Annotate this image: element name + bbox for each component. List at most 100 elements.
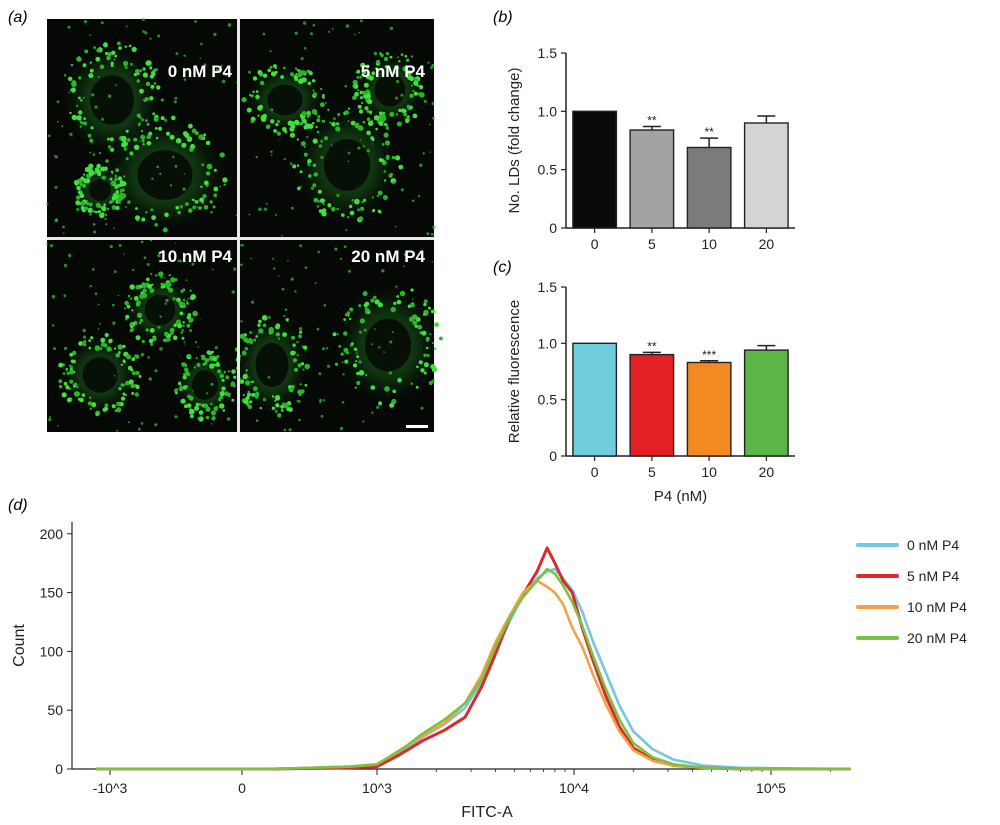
x-tick-label: 0 [591,236,599,252]
lipid-droplet-dot [390,306,396,313]
lipid-droplet-dot [88,346,92,350]
background-speckle [325,101,327,104]
background-speckle [304,349,307,352]
background-speckle [312,23,316,27]
lipid-droplet-dot [366,117,371,121]
lipid-droplet-dot [113,184,116,187]
lipid-droplet-dot [110,61,114,65]
background-speckle [417,258,420,260]
background-speckle [164,118,168,122]
background-speckle [257,332,259,335]
lipid-droplet-dot [340,352,344,356]
lipid-droplet-dot [201,163,205,167]
lipid-droplet-dot [222,177,228,183]
lipid-droplet-dot [277,413,282,418]
lipid-droplet-dot [357,104,362,109]
background-speckle [347,151,351,155]
background-speckle [429,333,432,336]
lipid-droplet-dot [397,377,402,383]
lipid-droplet-dot [305,125,309,130]
background-speckle [431,379,435,383]
background-speckle [333,117,336,121]
lipid-droplet-dot [107,137,110,141]
lipid-droplet-dot [358,304,362,308]
lipid-droplet-dot [221,378,225,382]
background-speckle [92,223,96,226]
background-speckle [317,250,321,254]
lipid-droplet-dot [126,354,132,360]
lipid-droplet-dot [405,118,410,124]
background-speckle [347,160,350,163]
background-speckle [142,137,144,140]
lipid-droplet-dot [363,198,367,202]
background-speckle [320,139,324,143]
background-speckle [94,105,98,109]
lipid-droplet-dot [63,381,68,386]
background-speckle [381,269,385,273]
background-speckle [392,401,395,405]
lipid-droplet-dot [134,354,138,358]
bar-chart-relative-fluorescence: 0 0.5 1.0 1.5 0 5 ** 10 *** 20 Relative fluorescen… [506,279,795,505]
lipid-droplet-dot [146,134,151,140]
background-speckle [288,428,292,432]
lipid-droplet-dot [368,311,371,314]
background-speckle [101,117,104,121]
lipid-droplet-dot [69,369,75,375]
lipid-droplet-dot [95,210,98,214]
lipid-droplet-dot [177,381,182,386]
lipid-droplet-dot [120,396,126,401]
lipid-droplet-dot [431,366,437,373]
significance-mark: ** [647,114,657,128]
lipid-droplet-dot [349,210,355,216]
lipid-droplet-dot [384,65,388,68]
lipid-droplet-dot [104,403,109,408]
lipid-droplet-dot [402,66,408,72]
lipid-droplet-dot [384,140,391,146]
lipid-droplet-dot [212,205,216,209]
lipid-droplet-dot [389,402,395,408]
background-speckle [371,411,374,414]
background-speckle [270,150,273,154]
x-tick-label: 10 [701,464,717,480]
background-speckle [299,244,303,248]
lipid-droplet-dot [245,380,251,386]
lipid-droplet-dot [88,170,94,176]
lipid-droplet-dot [168,274,171,277]
lipid-droplet-dot [245,396,250,400]
lipid-droplet-dot [312,183,317,188]
lipid-droplet-dot [104,332,109,338]
lipid-droplet-dot [113,58,116,61]
background-speckle [227,370,231,373]
background-speckle [283,158,286,161]
lipid-droplet-dot [316,118,321,123]
lipid-droplet-dot [96,171,102,177]
lipid-droplet-dot [115,200,119,204]
lipid-droplet-dot [109,177,113,181]
background-speckle [272,257,274,260]
lipid-droplet-dot [422,313,426,316]
lipid-droplet-dot [70,87,76,93]
background-speckle [157,34,161,38]
lipid-droplet-dot [69,111,72,115]
y-tick-label: 1.0 [538,103,558,119]
lipid-droplet-dot [79,120,82,123]
lipid-droplet-dot [79,189,83,193]
lipid-droplet-dot [246,107,252,113]
background-speckle [151,177,154,180]
background-speckle [431,102,435,106]
y-tick-label: 100 [40,643,64,659]
background-speckle [415,316,419,320]
background-speckle [185,279,188,281]
background-speckle [64,346,68,351]
background-speckle [51,294,56,299]
lipid-droplet-dot [421,330,427,336]
lipid-droplet-dot [407,115,410,118]
background-speckle [281,287,285,291]
background-speckle [320,155,324,159]
lipid-droplet-dot [406,70,412,76]
lipid-droplet-dot [273,64,277,68]
lipid-droplet-dot [109,137,114,142]
lipid-droplet-dot [399,290,406,297]
lipid-droplet-dot [205,140,211,146]
lipid-droplet-dot [195,403,198,406]
